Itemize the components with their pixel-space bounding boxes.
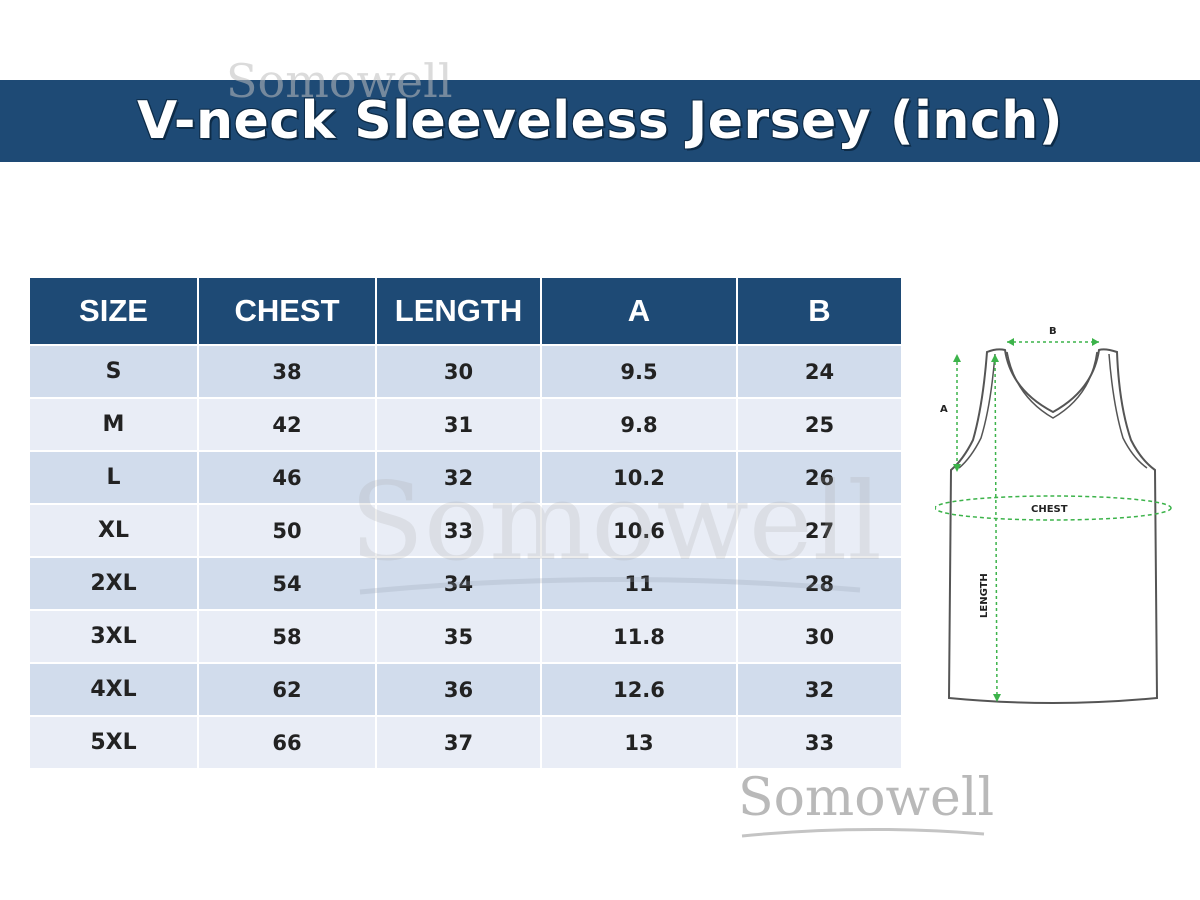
chest-cell: 50 (198, 503, 377, 557)
b-arrow-left-icon (1007, 338, 1014, 346)
label-b: B (1049, 326, 1057, 337)
chest-cell: 42 (198, 397, 377, 451)
table-row: 5XL 66 37 13 33 (30, 715, 901, 768)
table-row: S 38 30 9.5 24 (30, 344, 901, 398)
table-row: 2XL 54 34 11 28 (30, 556, 901, 610)
chest-cell: 54 (198, 556, 377, 610)
watermark-bottom: Somowell (738, 768, 995, 828)
a-cell: 9.8 (541, 397, 738, 451)
length-cell: 37 (376, 715, 542, 768)
b-cell: 25 (737, 397, 901, 451)
length-cell: 32 (376, 450, 542, 504)
length-cell: 30 (376, 344, 542, 398)
a-cell: 10.6 (541, 503, 738, 557)
b-cell: 30 (737, 609, 901, 663)
header-length: LENGTH (376, 278, 542, 345)
a-arrow-up-icon (953, 354, 961, 362)
a-cell: 12.6 (541, 662, 738, 716)
a-cell: 9.5 (541, 344, 738, 398)
size-chart-table: SIZE CHEST LENGTH A B S 38 30 9.5 24 M 4… (30, 278, 901, 768)
b-cell: 28 (737, 556, 901, 610)
length-cell: 33 (376, 503, 542, 557)
label-length: LENGTH (979, 573, 990, 618)
b-cell: 33 (737, 715, 901, 768)
length-cell: 35 (376, 609, 542, 663)
a-cell: 10.2 (541, 450, 738, 504)
table-header-row: SIZE CHEST LENGTH A B (30, 278, 901, 345)
b-cell: 32 (737, 662, 901, 716)
size-cell: S (30, 344, 199, 398)
header-a: A (541, 278, 738, 345)
size-cell: 3XL (30, 609, 199, 663)
chest-cell: 46 (198, 450, 377, 504)
header-size: SIZE (30, 278, 199, 345)
length-cell: 36 (376, 662, 542, 716)
watermark-bottom-swoosh (741, 827, 985, 838)
size-cell: 2XL (30, 556, 199, 610)
chest-cell: 66 (198, 715, 377, 768)
size-cell: XL (30, 503, 199, 557)
chest-cell: 38 (198, 344, 377, 398)
length-arrow-down-icon (993, 694, 1001, 702)
chest-cell: 58 (198, 609, 377, 663)
b-cell: 26 (737, 450, 901, 504)
table-row: XL 50 33 10.6 27 (30, 503, 901, 557)
length-arrow-up-icon (991, 354, 999, 362)
length-cell: 34 (376, 556, 542, 610)
label-chest: CHEST (1031, 504, 1068, 515)
size-cell: L (30, 450, 199, 504)
chest-cell: 62 (198, 662, 377, 716)
a-cell: 13 (541, 715, 738, 768)
label-a: A (940, 404, 948, 415)
size-cell: 5XL (30, 715, 199, 768)
a-arrow-down-icon (953, 464, 961, 472)
jersey-diagram: B A CHEST LENGTH (935, 326, 1172, 704)
table-row: 4XL 62 36 12.6 32 (30, 662, 901, 716)
b-cell: 27 (737, 503, 901, 557)
tank-top-inner-trim (958, 351, 1148, 469)
a-cell: 11 (541, 556, 738, 610)
watermark-swoosh (359, 576, 861, 595)
length-cell: 31 (376, 397, 542, 451)
tank-top-outline (947, 348, 1159, 704)
a-cell: 11.8 (541, 609, 738, 663)
table-row: L 46 32 10.2 26 (30, 450, 901, 504)
b-cell: 24 (737, 344, 901, 398)
size-cell: M (30, 397, 199, 451)
b-arrow-right-icon (1092, 338, 1099, 346)
table-row: M 42 31 9.8 25 (30, 397, 901, 451)
page-title: V-neck Sleeveless Jersey (inch) (136, 91, 1064, 151)
title-banner: V-neck Sleeveless Jersey (inch) (0, 80, 1200, 162)
table-row: 3XL 58 35 11.8 30 (30, 609, 901, 663)
watermark-top: Somowell (226, 54, 453, 108)
size-cell: 4XL (30, 662, 199, 716)
header-chest: CHEST (198, 278, 377, 345)
chest-measure-ellipse (935, 495, 1172, 521)
header-b: B (737, 278, 901, 345)
